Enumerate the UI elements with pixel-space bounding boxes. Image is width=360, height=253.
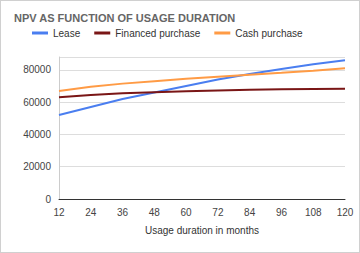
svg-text:60000: 60000 <box>23 97 51 108</box>
svg-text:NPV AS FUNCTION OF USAGE DURAT: NPV AS FUNCTION OF USAGE DURATION <box>14 12 235 24</box>
svg-text:Financed purchase: Financed purchase <box>115 28 200 39</box>
svg-text:84: 84 <box>244 207 256 218</box>
svg-text:20000: 20000 <box>23 161 51 172</box>
svg-text:80000: 80000 <box>23 64 51 75</box>
svg-text:Usage duration in months: Usage duration in months <box>145 225 259 236</box>
svg-text:Lease: Lease <box>53 28 81 39</box>
svg-text:48: 48 <box>149 207 161 218</box>
svg-text:96: 96 <box>276 207 288 218</box>
svg-text:Cash purchase: Cash purchase <box>235 28 303 39</box>
svg-text:60: 60 <box>181 207 193 218</box>
svg-text:40000: 40000 <box>23 129 51 140</box>
svg-text:12: 12 <box>53 207 65 218</box>
svg-text:108: 108 <box>305 207 322 218</box>
svg-text:72: 72 <box>212 207 224 218</box>
svg-text:120: 120 <box>337 207 354 218</box>
svg-text:36: 36 <box>117 207 129 218</box>
svg-text:24: 24 <box>85 207 97 218</box>
svg-text:0: 0 <box>45 194 51 205</box>
